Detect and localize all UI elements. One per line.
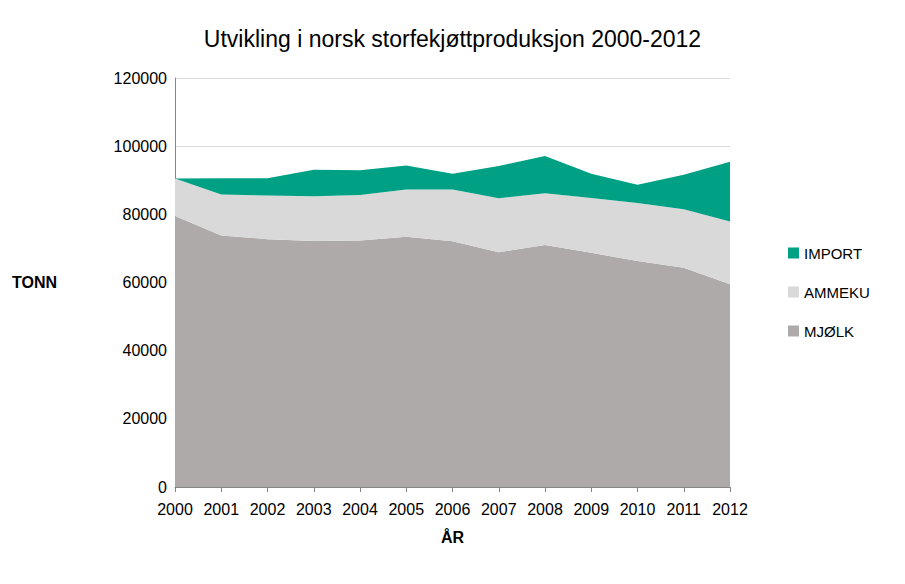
svg-text:TONN: TONN [12, 274, 57, 291]
svg-text:0: 0 [158, 479, 167, 496]
svg-text:2010: 2010 [620, 501, 656, 518]
svg-text:MJØLK: MJØLK [804, 323, 854, 340]
svg-text:120000: 120000 [114, 70, 167, 87]
svg-text:2004: 2004 [342, 501, 378, 518]
svg-text:2007: 2007 [481, 501, 517, 518]
svg-text:80000: 80000 [123, 206, 168, 223]
svg-text:2009: 2009 [573, 501, 609, 518]
svg-text:2002: 2002 [250, 501, 286, 518]
svg-text:2003: 2003 [296, 501, 332, 518]
svg-text:60000: 60000 [123, 274, 168, 291]
svg-text:2005: 2005 [388, 501, 424, 518]
svg-text:100000: 100000 [114, 138, 167, 155]
svg-text:Utvikling i norsk storfekjøttp: Utvikling i norsk storfekjøttproduksjon … [204, 26, 701, 52]
svg-text:2011: 2011 [667, 501, 702, 518]
svg-text:ÅR: ÅR [441, 528, 465, 546]
svg-text:IMPORT: IMPORT [804, 245, 862, 262]
svg-text:2000: 2000 [157, 501, 193, 518]
svg-text:2006: 2006 [435, 501, 471, 518]
svg-text:2001: 2001 [203, 501, 239, 518]
svg-text:2008: 2008 [527, 501, 563, 518]
svg-text:2012: 2012 [712, 501, 748, 518]
svg-text:40000: 40000 [123, 342, 168, 359]
svg-text:20000: 20000 [123, 410, 168, 427]
svg-text:AMMEKU: AMMEKU [804, 284, 870, 301]
